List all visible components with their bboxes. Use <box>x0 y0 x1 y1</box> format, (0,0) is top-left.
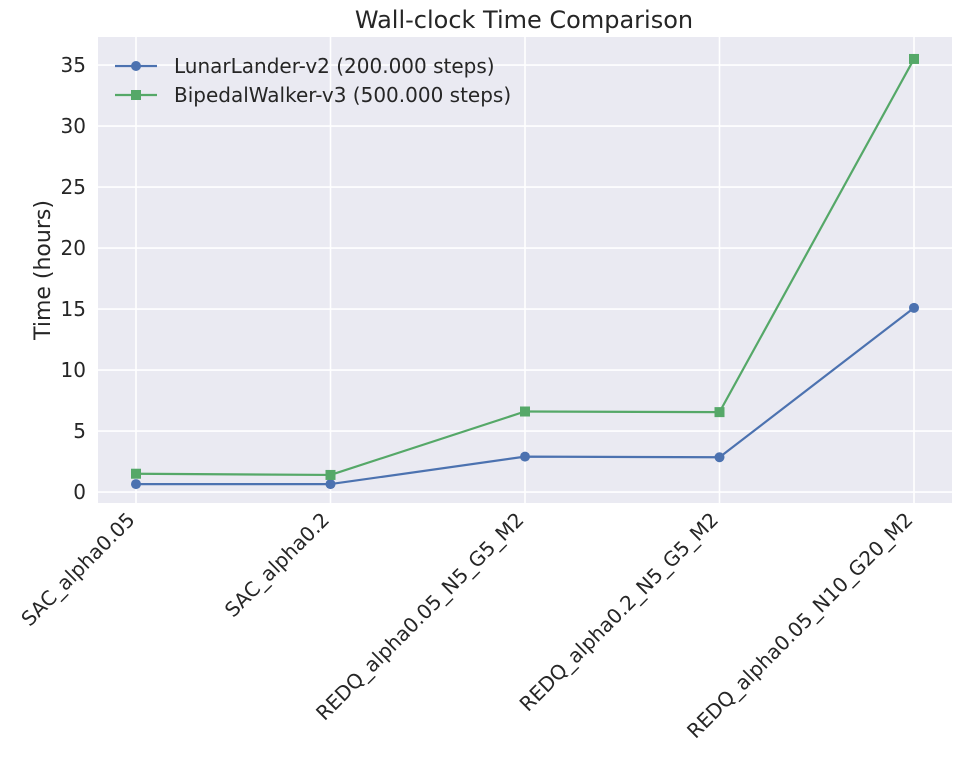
data-point-circle <box>714 452 725 463</box>
x-tick-label: REDQ_alpha0.05_N10_G20_M2 <box>682 508 917 743</box>
y-tick-label: 25 <box>61 175 86 199</box>
x-tick-label: SAC_alpha0.05 <box>16 508 139 631</box>
y-tick-label: 10 <box>61 358 86 382</box>
y-axis-ticks: 0 5 10 15 20 25 30 35 <box>61 53 86 504</box>
series-layer <box>131 53 919 490</box>
y-tick-label: 35 <box>61 53 86 77</box>
data-point-square <box>325 469 336 480</box>
y-tick-label: 20 <box>61 236 86 260</box>
series-1 <box>131 302 919 490</box>
legend-item: BipedalWalker-v3 (500.000 steps) <box>115 83 511 107</box>
series-2 <box>131 53 919 480</box>
data-point-circle <box>520 451 530 462</box>
legend-marker-circle <box>131 61 141 71</box>
legend: LunarLander-v2 (200.000 steps) BipedalWal… <box>115 54 511 107</box>
legend-marker-square <box>131 90 141 100</box>
y-tick-label: 0 <box>73 480 86 504</box>
y-axis-label: Time (hours) <box>31 200 56 341</box>
data-point-circle <box>909 302 919 313</box>
y-tick-label: 15 <box>61 297 86 321</box>
data-point-circle <box>325 479 336 490</box>
data-point-square <box>520 406 530 417</box>
x-tick-label: SAC_alpha0.2 <box>220 508 334 622</box>
legend-item: LunarLander-v2 (200.000 steps) <box>115 54 495 78</box>
legend-label: LunarLander-v2 (200.000 steps) <box>174 54 495 78</box>
data-point-circle <box>131 479 141 490</box>
x-tick-label: REDQ_alpha0.2_N5_G5_M2 <box>515 508 723 716</box>
data-point-square <box>131 468 141 479</box>
x-tick-label: REDQ_alpha0.05_N5_G5_M2 <box>311 508 528 725</box>
x-axis-ticks: SAC_alpha0.05 SAC_alpha0.2REDQ_alpha0.05_… <box>16 508 917 743</box>
chart-title: Wall-clock Time Comparison <box>355 6 693 34</box>
y-tick-label: 5 <box>73 419 86 443</box>
grid-lines <box>98 37 952 503</box>
data-point-square <box>909 53 919 64</box>
legend-label: BipedalWalker-v3 (500.000 steps) <box>174 83 511 107</box>
data-point-square <box>714 407 725 418</box>
y-tick-label: 30 <box>61 114 86 138</box>
